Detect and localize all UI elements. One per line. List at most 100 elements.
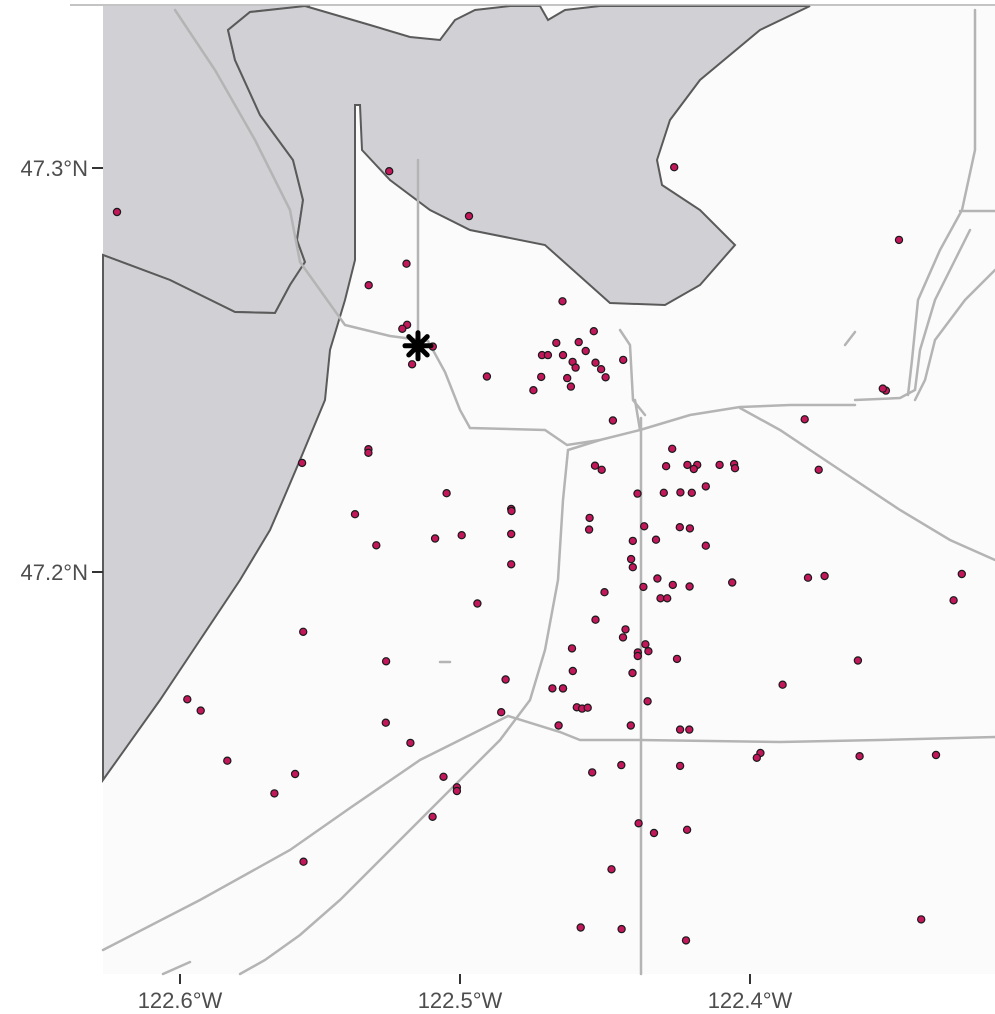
points-layer xyxy=(112,162,967,945)
data-point xyxy=(730,464,740,473)
data-point xyxy=(464,211,474,221)
data-point xyxy=(589,327,599,336)
data-point xyxy=(299,627,308,637)
data-point xyxy=(507,560,516,569)
data-point xyxy=(685,725,694,734)
data-point xyxy=(568,666,578,676)
road xyxy=(618,328,647,417)
data-point xyxy=(507,529,516,539)
data-point xyxy=(687,488,697,497)
data-point xyxy=(855,752,864,761)
data-point xyxy=(628,668,637,678)
data-point xyxy=(607,865,616,874)
data-point xyxy=(501,675,510,684)
data-point xyxy=(558,350,568,360)
x-tick-label: 122.4°W xyxy=(708,988,793,1013)
data-point xyxy=(675,523,685,532)
road xyxy=(853,228,972,402)
data-point xyxy=(571,363,580,372)
data-point xyxy=(473,599,482,608)
x-tick-label: 122.5°W xyxy=(418,988,503,1013)
data-point xyxy=(672,654,682,664)
road xyxy=(913,268,995,402)
data-point xyxy=(617,924,626,934)
data-point xyxy=(554,721,563,730)
data-point xyxy=(639,582,648,592)
data-point xyxy=(297,458,307,468)
data-point xyxy=(878,384,888,393)
data-point xyxy=(406,738,415,748)
data-point xyxy=(581,346,590,356)
data-point xyxy=(452,786,462,796)
data-point xyxy=(931,750,941,760)
data-point xyxy=(364,281,373,290)
data-point xyxy=(381,657,391,666)
data-point xyxy=(290,769,300,779)
data-point xyxy=(364,448,373,457)
data-point xyxy=(563,373,572,383)
marker-layer xyxy=(402,330,434,362)
data-point xyxy=(583,703,592,712)
data-point xyxy=(584,525,594,534)
data-point xyxy=(543,350,553,360)
data-point xyxy=(548,684,557,693)
road xyxy=(238,438,602,976)
data-point xyxy=(529,386,538,395)
data-point xyxy=(820,571,829,581)
data-point xyxy=(715,460,724,470)
road xyxy=(506,714,995,744)
data-point xyxy=(626,721,636,730)
data-point xyxy=(398,324,407,333)
data-point xyxy=(590,461,600,470)
data-point xyxy=(585,513,594,523)
data-point xyxy=(558,297,567,306)
data-point xyxy=(633,651,643,661)
data-point xyxy=(676,488,685,497)
data-point xyxy=(957,569,967,579)
data-point xyxy=(537,372,546,382)
data-point xyxy=(270,789,279,798)
data-point xyxy=(617,760,626,770)
data-point xyxy=(633,489,642,498)
data-point xyxy=(752,753,762,763)
data-point xyxy=(728,578,737,587)
data-point xyxy=(894,235,904,245)
data-point xyxy=(574,337,583,347)
data-point xyxy=(681,936,691,945)
data-point xyxy=(576,923,585,932)
data-point xyxy=(649,828,659,838)
axes-layer: 47.3°N 47.2°N 122.6°W 122.5°W 122.4°W xyxy=(20,156,792,1013)
data-point xyxy=(430,534,440,543)
data-point xyxy=(196,706,205,715)
data-point xyxy=(407,360,417,369)
data-point xyxy=(442,489,451,498)
data-point xyxy=(917,915,926,924)
data-point xyxy=(588,768,597,777)
data-point xyxy=(701,482,711,491)
data-point xyxy=(183,695,192,704)
y-tick-label: 47.3°N xyxy=(20,156,88,181)
data-point xyxy=(596,365,606,374)
road xyxy=(738,406,995,562)
data-point xyxy=(670,162,679,172)
data-point xyxy=(385,166,394,176)
road xyxy=(843,330,857,347)
data-point xyxy=(618,633,628,642)
data-point xyxy=(608,416,618,425)
data-point xyxy=(644,647,653,656)
marker-stroke xyxy=(406,334,430,358)
data-point xyxy=(643,697,652,706)
data-point xyxy=(653,574,662,583)
data-point xyxy=(853,656,863,665)
data-point xyxy=(402,259,411,268)
road xyxy=(633,398,642,432)
data-point xyxy=(685,524,695,533)
data-point xyxy=(566,382,576,391)
data-point xyxy=(634,819,643,828)
data-point xyxy=(628,563,638,572)
data-point xyxy=(372,541,381,550)
data-point xyxy=(591,358,600,367)
data-point xyxy=(497,708,506,717)
data-point xyxy=(601,373,610,382)
data-point xyxy=(661,462,671,471)
